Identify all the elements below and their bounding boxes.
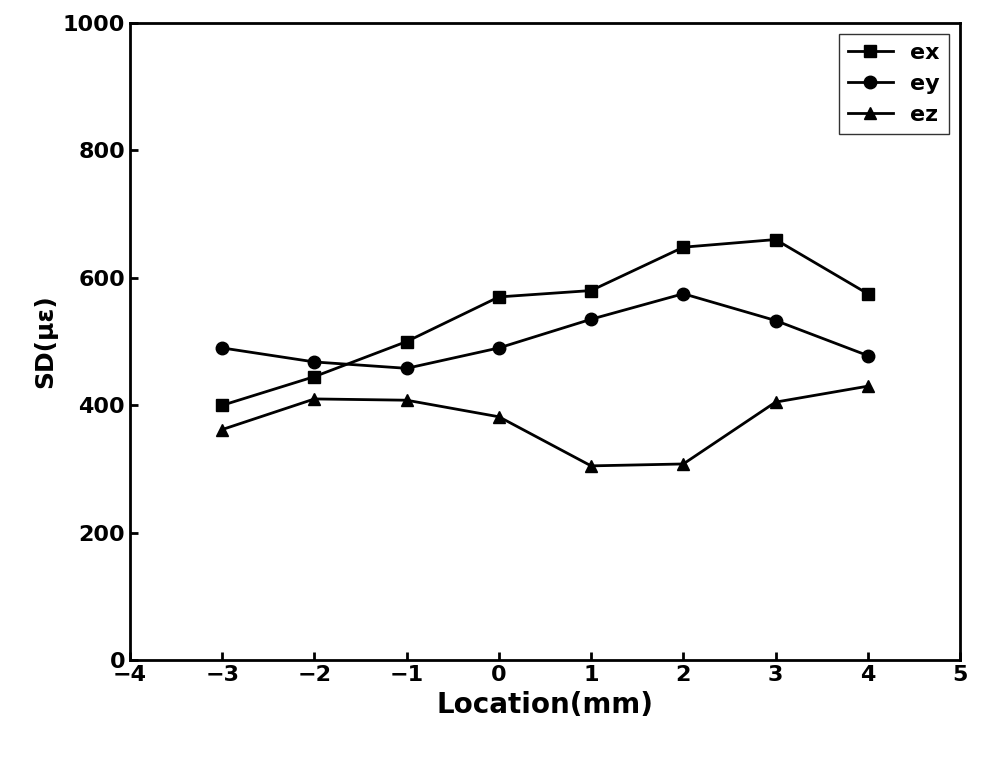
ex [862, 289, 874, 298]
ez [308, 395, 320, 404]
ex [216, 401, 228, 410]
ex [677, 243, 689, 252]
ez [862, 382, 874, 391]
ez [677, 459, 689, 468]
Y-axis label: SD(με): SD(με) [33, 294, 57, 389]
Line: ex: ex [216, 233, 874, 411]
ey [770, 316, 782, 325]
ey [862, 351, 874, 360]
Legend: ex, ey, ez: ex, ey, ez [839, 34, 949, 134]
Line: ez: ez [216, 380, 874, 472]
ey [493, 343, 505, 352]
ex [585, 286, 597, 295]
ey [308, 357, 320, 367]
ex [493, 292, 505, 301]
ex [308, 372, 320, 381]
ez [493, 412, 505, 421]
ez [585, 461, 597, 471]
ex [401, 337, 413, 346]
Line: ey: ey [216, 288, 874, 375]
ey [216, 343, 228, 352]
ez [216, 425, 228, 434]
ey [585, 315, 597, 324]
ex [770, 235, 782, 244]
ey [677, 289, 689, 298]
ez [401, 395, 413, 405]
X-axis label: Location(mm): Location(mm) [436, 691, 654, 719]
ey [401, 364, 413, 373]
ez [770, 398, 782, 407]
